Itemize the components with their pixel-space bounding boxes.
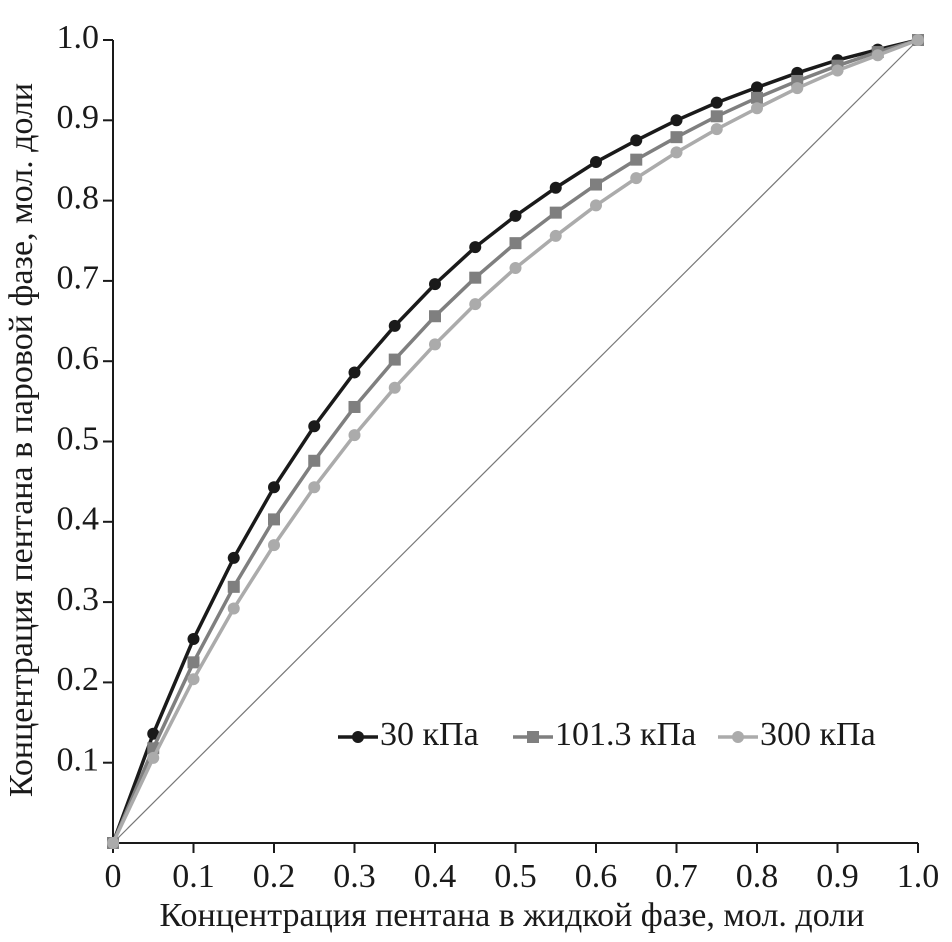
data-point	[429, 338, 441, 351]
y-tick-label: 0.4	[57, 501, 100, 538]
x-tick-label: 0.2	[253, 858, 296, 895]
data-point	[670, 131, 683, 144]
legend-marker	[352, 731, 364, 743]
data-point	[590, 156, 602, 169]
data-point	[751, 102, 763, 115]
data-point	[187, 656, 200, 669]
data-point	[791, 82, 804, 95]
data-point	[429, 278, 441, 291]
data-point	[429, 310, 441, 323]
data-point	[388, 381, 401, 394]
data-point	[630, 172, 643, 185]
data-point	[469, 241, 482, 254]
data-point	[107, 837, 119, 849]
data-point	[549, 181, 562, 194]
x-tick-label: 1.0	[897, 858, 940, 895]
data-point	[268, 481, 280, 494]
legend-marker	[527, 731, 539, 743]
data-point	[871, 49, 884, 62]
data-point	[670, 146, 683, 159]
y-tick-label: 0.6	[57, 340, 100, 377]
data-point	[630, 153, 643, 166]
y-tick-label: 0.3	[57, 581, 100, 618]
data-point	[751, 81, 763, 94]
data-point	[710, 96, 723, 109]
x-tick-label: 0	[105, 858, 122, 895]
data-point	[831, 64, 844, 77]
x-tick-label: 0.1	[172, 858, 215, 895]
data-point	[227, 580, 240, 593]
y-tick-label: 0.7	[57, 260, 100, 297]
data-point	[912, 34, 924, 46]
data-point	[388, 353, 401, 366]
data-point	[308, 454, 321, 467]
data-point	[549, 206, 562, 219]
data-point	[590, 178, 602, 191]
y-tick-label: 0.9	[57, 99, 100, 136]
legend-label: 30 кПа	[380, 716, 479, 753]
data-point	[509, 237, 522, 250]
data-point	[227, 602, 240, 615]
data-point	[147, 751, 160, 764]
data-point	[509, 209, 522, 222]
y-tick-label: 0.5	[57, 420, 100, 457]
y-tick-label: 0.8	[57, 179, 100, 216]
data-point	[630, 134, 643, 147]
data-point	[469, 298, 482, 311]
x-tick-label: 0.9	[816, 858, 859, 895]
data-point	[227, 551, 240, 564]
x-tick-label: 0.8	[736, 858, 779, 895]
x-tick-label: 0.3	[333, 858, 376, 895]
data-point	[469, 271, 482, 284]
x-tick-label: 0.5	[494, 858, 537, 895]
y-axis-title: Концентрация пентана в паровой фазе, мол…	[3, 83, 40, 797]
data-point	[388, 319, 401, 332]
data-point	[549, 229, 562, 242]
data-point	[751, 91, 763, 104]
data-point	[308, 420, 321, 433]
data-point	[670, 114, 683, 127]
data-point	[187, 673, 200, 686]
data-point	[710, 110, 723, 123]
data-point	[509, 262, 522, 275]
y-tick-label: 1.0	[57, 19, 100, 56]
data-point	[710, 123, 723, 136]
data-point	[348, 429, 361, 442]
legend-label: 300 кПа	[760, 716, 876, 753]
data-point	[590, 199, 602, 212]
diagonal-reference	[112, 39, 919, 844]
data-point	[268, 539, 280, 552]
data-point	[187, 633, 200, 646]
y-tick-label: 0.1	[57, 741, 100, 778]
x-tick-label: 0.7	[655, 858, 698, 895]
x-tick-label: 0.6	[575, 858, 618, 895]
data-point	[308, 481, 321, 494]
data-point	[348, 400, 361, 413]
data-point	[268, 513, 280, 526]
y-tick-label: 0.2	[57, 661, 100, 698]
x-axis-title: Концентрация пентана в жидкой фазе, мол.…	[160, 897, 865, 934]
legend-label: 101.3 кПа	[555, 716, 696, 753]
legend-marker	[732, 731, 744, 743]
x-tick-label: 0.4	[414, 858, 457, 895]
data-point	[348, 366, 361, 379]
data-point	[147, 727, 160, 740]
